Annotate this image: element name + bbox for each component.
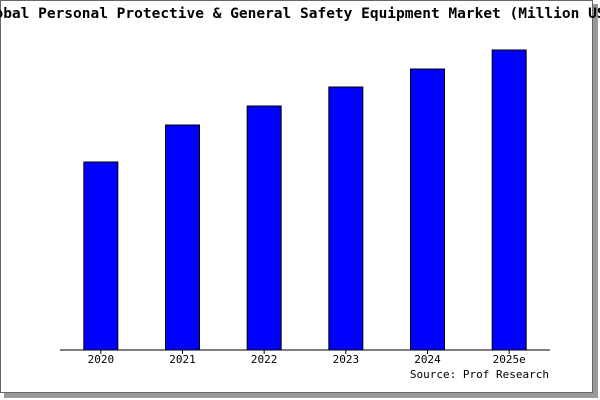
bar	[410, 68, 445, 351]
source-note: Source: Prof Research	[410, 368, 549, 381]
x-tick-label: 2022	[251, 353, 278, 366]
x-tick-label: 2021	[169, 353, 196, 366]
x-tick-label: 2024	[414, 353, 441, 366]
bar	[328, 86, 364, 351]
x-tick-label: 2023	[333, 353, 360, 366]
bar	[246, 105, 282, 351]
chart-title: Global Personal Protective & General Saf…	[0, 6, 600, 22]
bar	[491, 49, 527, 351]
bar	[83, 161, 119, 351]
bar	[165, 124, 200, 351]
x-tick-label: 2025e	[493, 353, 526, 366]
x-tick-label: 2020	[88, 353, 115, 366]
